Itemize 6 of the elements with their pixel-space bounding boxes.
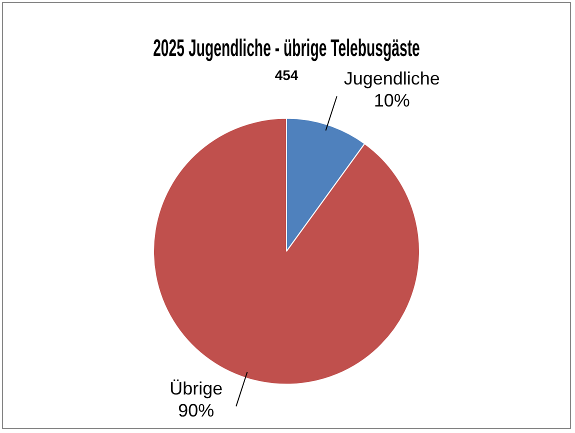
chart-subtitle: 454	[274, 67, 298, 84]
slice-label: Übrige	[170, 378, 223, 398]
data-label: 90%	[178, 400, 214, 420]
chart-title: 2025 Jugendliche - übrige Telebusgäste	[153, 35, 420, 62]
data-label: 10%	[374, 90, 410, 110]
slice-label: Jugendliche	[344, 68, 440, 88]
